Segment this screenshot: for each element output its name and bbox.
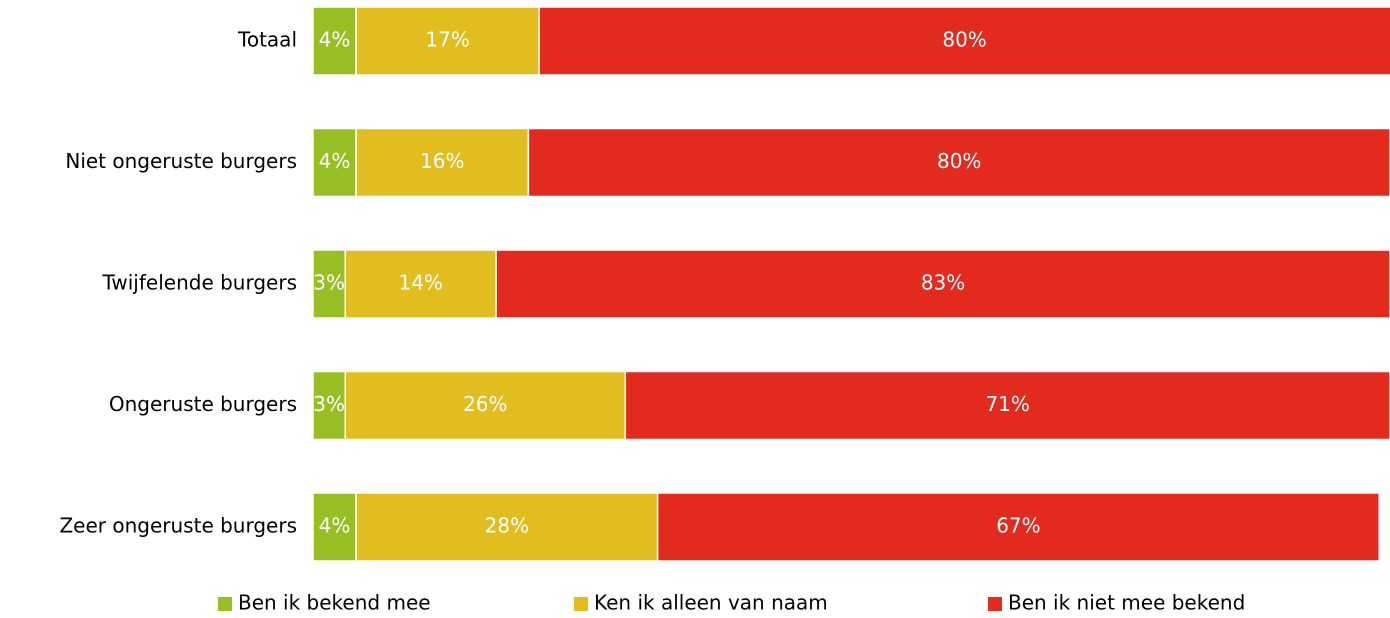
bar-segment [344, 370, 627, 441]
bar-segment [355, 492, 659, 562]
y-tick-label: Zeer ongeruste burgers [59, 514, 297, 538]
data-label: 3% [313, 392, 345, 416]
bar-segment [355, 127, 530, 198]
y-tick-label: Twijfelende burgers [101, 271, 297, 295]
bar-segment [312, 492, 357, 562]
bar-segment [344, 249, 497, 319]
data-label: 3% [313, 271, 345, 295]
legend-swatch [218, 597, 232, 611]
data-label: 80% [937, 149, 981, 173]
y-tick-label: Niet ongeruste burgers [65, 149, 297, 173]
bar-segment [312, 127, 357, 198]
data-label: 28% [485, 514, 529, 538]
data-label: 26% [463, 392, 507, 416]
data-label: 16% [420, 149, 464, 173]
y-tick-label: Totaal [237, 28, 297, 52]
data-label: 83% [921, 271, 965, 295]
y-tick-label: Ongeruste burgers [109, 392, 297, 416]
bar-segment [656, 492, 1380, 562]
bar-segment [527, 127, 1390, 198]
legend-label: Ken ik alleen van naam [594, 591, 828, 615]
legend-swatch [574, 597, 588, 611]
legend-label: Ben ik niet mee bekend [1008, 591, 1245, 615]
data-label: 4% [319, 149, 351, 173]
data-label: 80% [942, 28, 986, 52]
data-label: 71% [985, 392, 1029, 416]
bar-segment [624, 370, 1390, 441]
bar-segment [355, 6, 540, 76]
plot-area: 4% 17% 80% 4% 16% 80% 3% 14% 83% 3% 26% 71% 4% 28% 67% [312, 6, 1390, 562]
bar-segment [312, 6, 357, 76]
data-label: 17% [425, 28, 469, 52]
legend-label: Ben ik bekend mee [238, 591, 431, 615]
bar-segment [312, 370, 347, 441]
bar-segment [495, 249, 1390, 319]
data-label: 4% [319, 28, 351, 52]
data-label: 67% [996, 514, 1040, 538]
data-label: 4% [319, 514, 351, 538]
bar-segment [538, 6, 1390, 76]
legend-swatch [988, 597, 1002, 611]
data-label: 14% [398, 271, 442, 295]
